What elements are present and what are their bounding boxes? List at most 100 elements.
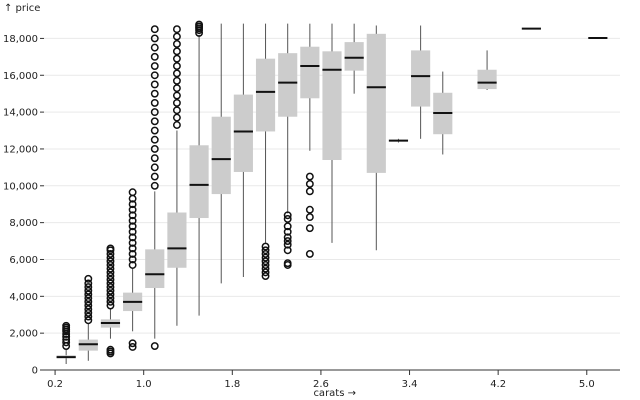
outlier-point xyxy=(128,233,137,242)
outlier-point xyxy=(84,279,93,288)
outlier-point xyxy=(106,345,115,354)
x-axis: 0.2 1.0 1.8 2.6 3.4 4.2 5.0 xyxy=(44,369,620,390)
box-group xyxy=(322,23,342,243)
outlier-point xyxy=(62,332,71,341)
outlier-point xyxy=(84,294,93,303)
x-tick-label: 1.8 xyxy=(224,379,240,390)
y-tick-label: 8,000 xyxy=(9,218,38,229)
x-tick-label: 0.2 xyxy=(47,379,63,390)
outlier-point xyxy=(128,238,137,247)
outlier-point xyxy=(172,39,181,48)
outlier-point xyxy=(172,121,181,129)
outlier-point xyxy=(195,20,204,29)
box-group xyxy=(145,25,165,351)
outlier-point xyxy=(150,108,159,117)
outlier-point xyxy=(150,135,159,144)
box-body xyxy=(189,145,209,219)
outlier-point xyxy=(84,274,93,283)
outlier-point xyxy=(106,261,115,269)
outlier-point xyxy=(128,255,137,264)
outlier-point xyxy=(150,154,159,163)
outlier-point xyxy=(106,268,115,277)
outlier-point xyxy=(106,294,115,303)
box-group xyxy=(278,23,298,269)
y-tick-label: 10,000 xyxy=(3,181,38,192)
outlier-point xyxy=(305,249,314,258)
x-tick-label: 4.2 xyxy=(490,379,506,390)
outlier-point xyxy=(106,257,115,266)
outlier-point xyxy=(150,62,159,71)
outlier-point xyxy=(261,257,270,266)
box-group xyxy=(211,23,231,284)
box-group xyxy=(411,25,431,139)
x-tick-label: 1.0 xyxy=(136,379,152,390)
outlier-point xyxy=(283,214,292,223)
outlier-point xyxy=(106,253,115,262)
box-group xyxy=(344,23,364,94)
outlier-point xyxy=(172,32,181,41)
outlier-point xyxy=(128,200,137,209)
outlier-point xyxy=(283,211,292,220)
outlier-point xyxy=(305,213,314,222)
outlier-point xyxy=(150,52,159,61)
box-group xyxy=(366,25,386,251)
y-tick-label: 14,000 xyxy=(3,108,38,119)
outlier-point xyxy=(128,188,137,197)
box-body xyxy=(477,69,497,90)
box-body xyxy=(278,53,298,117)
box-group xyxy=(388,138,409,143)
outlier-point xyxy=(84,286,93,295)
y-axis: 0 2,000 4,000 6,000 8,000 10,000 12,000 14,000 1… xyxy=(3,34,44,377)
box-body xyxy=(322,51,342,160)
outlier-point xyxy=(305,205,314,214)
outlier-point xyxy=(106,301,115,310)
outlier-point xyxy=(62,335,71,344)
outlier-point xyxy=(62,321,71,330)
box-group xyxy=(433,71,453,155)
outlier-point xyxy=(305,187,314,196)
outlier-point xyxy=(128,343,137,351)
outlier-point xyxy=(305,179,314,188)
outlier-point xyxy=(150,89,159,98)
box-group xyxy=(123,188,143,351)
outlier-point xyxy=(150,80,159,89)
outlier-point xyxy=(172,76,181,85)
outlier-point xyxy=(128,244,137,253)
outlier-point xyxy=(283,259,292,268)
box-body xyxy=(366,33,386,173)
y-tick-label: 0 xyxy=(32,366,38,377)
outlier-point xyxy=(128,222,137,231)
box-body xyxy=(411,50,431,107)
outlier-point xyxy=(305,224,314,233)
outlier-point xyxy=(62,338,71,347)
outlier-point xyxy=(261,253,270,262)
x-tick-label: 5.0 xyxy=(579,379,595,390)
outlier-point xyxy=(84,290,93,299)
outlier-point xyxy=(150,117,159,126)
outlier-point xyxy=(106,279,115,288)
box-group xyxy=(56,321,76,364)
outlier-point xyxy=(283,240,292,249)
outlier-point xyxy=(150,126,159,135)
outlier-point xyxy=(150,144,159,153)
box-body xyxy=(211,116,231,195)
box-body xyxy=(145,249,165,289)
outlier-point xyxy=(261,272,270,281)
box-group xyxy=(477,50,497,90)
outlier-point xyxy=(106,283,115,292)
y-axis-label: ↑ price xyxy=(4,3,40,14)
outlier-point xyxy=(128,339,137,348)
outlier-point xyxy=(128,211,137,220)
outlier-point xyxy=(128,249,137,258)
box-body xyxy=(344,42,364,71)
outlier-point xyxy=(106,244,115,253)
outlier-point xyxy=(172,106,181,115)
outlier-point xyxy=(84,305,93,314)
outlier-point xyxy=(283,237,292,246)
outlier-point xyxy=(172,25,181,34)
outlier-point xyxy=(172,47,181,56)
outlier-point xyxy=(172,84,181,93)
outlier-point xyxy=(283,233,292,242)
outlier-point xyxy=(106,264,115,273)
outlier-point xyxy=(128,205,137,214)
